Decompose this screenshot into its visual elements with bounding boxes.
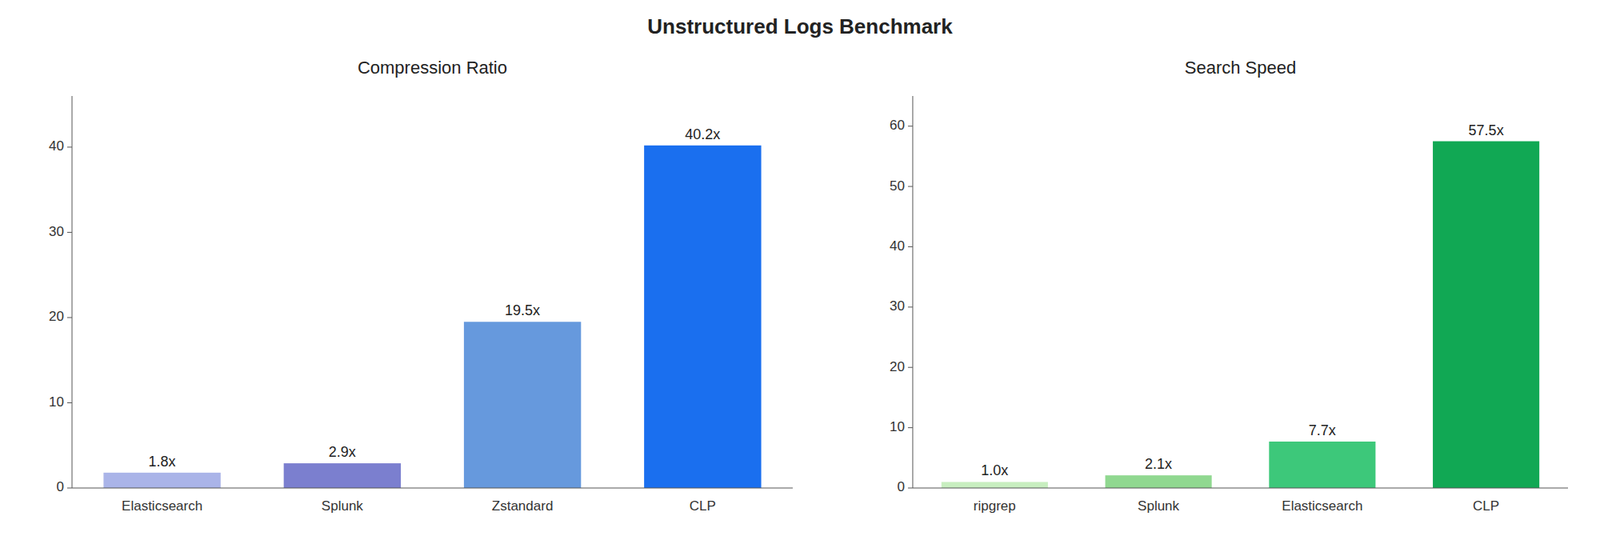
y-tick-label: 0 [56,479,64,495]
data-label: 2.1x [1144,456,1172,472]
y-tick [67,232,72,233]
data-label: 1.0x [980,462,1008,479]
x-axis-line [912,488,1568,489]
data-label: 57.5x [1468,122,1504,139]
bars [941,141,1540,488]
bar [1432,141,1540,488]
data-label: 19.5x [504,302,540,319]
bar [284,463,401,488]
x-tick-label: Splunk [321,498,364,514]
subplot-title: Compression Ratio [357,57,508,78]
background [0,0,1600,560]
y-tick-label: 10 [889,419,905,435]
x-tick-label: ripgrep [973,498,1016,514]
data-label: 7.7x [1308,422,1336,439]
y-tick-label: 30 [48,224,64,240]
x-tick-label: Elasticsearch [1281,498,1363,514]
y-tick [67,146,72,148]
y-tick-label: 10 [48,394,64,410]
y-tick-label: 40 [48,138,64,154]
y-tick [908,125,913,127]
y-tick [67,488,72,489]
y-tick-label: 50 [889,178,905,194]
x-axis-line [72,488,793,489]
y-tick [908,246,913,248]
y-tick [908,427,913,428]
x-tick-label: Elasticsearch [121,498,203,514]
bar [464,321,581,488]
y-tick-label: 60 [889,117,905,133]
y-tick [67,402,72,404]
y-tick [908,367,913,368]
bar [103,472,220,488]
y-tick [67,316,72,318]
bar [941,481,1048,488]
data-label: 2.9x [328,444,356,460]
y-tick-label: 0 [896,479,904,495]
y-axis-line [912,96,913,488]
y-tick-label: 20 [889,359,905,375]
y-tick [908,488,913,489]
subplot: Search Speed 0 10 20 30 40 50 60 ripgrep Splunk El… [889,57,1568,514]
y-tick [908,306,913,308]
bar [1268,441,1376,488]
x-tick-label: Splunk [1137,498,1180,514]
y-tick-label: 30 [889,298,905,314]
bar [1105,475,1212,488]
x-tick-label: Zstandard [492,498,554,514]
bar [644,145,761,488]
subplot: Compression Ratio 0 10 20 30 40 Elasticsearch S… [48,57,793,514]
data-label: 40.2x [684,126,720,143]
x-tick-label: CLP [689,498,716,514]
y-tick-label: 20 [48,308,64,324]
y-tick-label: 40 [889,238,905,254]
subplot-title: Search Speed [1184,57,1296,78]
bars [103,145,761,488]
figure-title: Unstructured Logs Benchmark [647,14,953,39]
y-axis-line [72,96,73,488]
chart-root: Unstructured Logs Benchmark Compression R… [0,0,1600,560]
y-tick [908,186,913,188]
x-tick-label: CLP [1472,498,1500,514]
data-label: 1.8x [148,453,176,470]
